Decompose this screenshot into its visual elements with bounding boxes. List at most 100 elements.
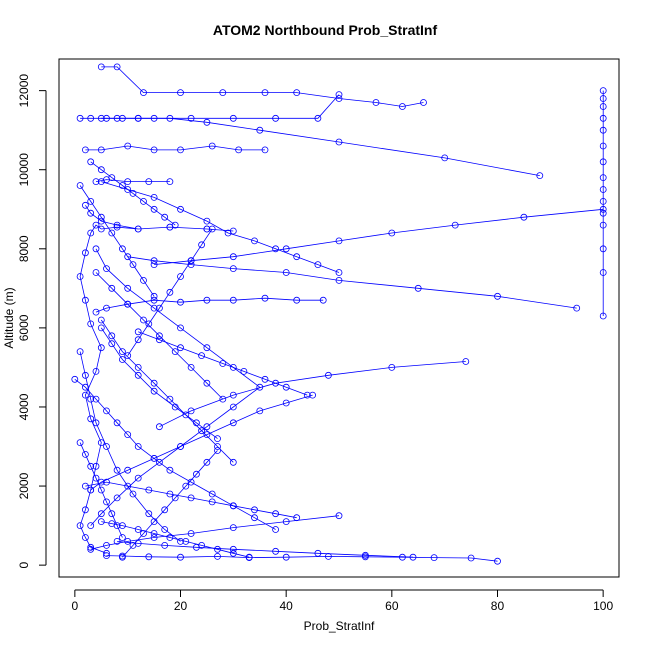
series-line [80,94,340,119]
data-point [494,292,501,300]
data-point [113,221,121,229]
data-point [335,138,343,146]
chart-title: ATOM2 Northbound Prob_StratInf [213,22,438,38]
data-point [97,63,105,71]
data-point [134,371,142,379]
data-point [240,367,248,375]
data-point [599,114,607,122]
data-point [82,296,89,304]
data-point [335,237,343,245]
series-1 [103,552,501,565]
series-line [95,179,170,183]
data-point [177,324,184,332]
series-line [90,161,176,226]
x-axis-label: Prob_StratInf [304,619,375,633]
data-point [92,474,100,482]
data-point [87,209,95,217]
series-line [79,442,123,538]
data-point [245,553,253,561]
data-point [134,540,142,547]
data-point [198,241,206,249]
series-line [106,555,498,562]
data-point [150,205,158,213]
data-point [119,522,126,529]
data-point [113,522,121,529]
series-line [74,378,276,530]
data-point [124,431,132,439]
data-point [256,126,264,134]
data-point [108,174,116,182]
series-line [85,145,265,151]
data-point [124,142,132,150]
series-line [159,361,466,428]
data-point [282,245,290,253]
data-point [87,197,95,205]
data-point [187,494,195,502]
data-point [398,103,406,110]
data-point [272,245,280,253]
data-point [224,229,232,237]
x-tick-label: 100 [593,599,613,613]
data-point [155,336,163,344]
data-point [82,534,89,541]
data-point [372,99,380,106]
data-point [187,363,195,371]
data-point [214,435,221,443]
data-point [92,269,100,276]
data-point [87,229,95,237]
data-point [314,114,322,122]
series-17 [87,512,343,553]
data-point [161,542,169,549]
y-tick-label: 12000 [17,74,31,108]
data-point [272,510,280,518]
data-point [171,221,179,229]
data-point [124,253,132,261]
data-point [108,332,116,340]
data-point [229,458,237,466]
data-point [229,524,237,531]
data-point [145,553,153,561]
data-point [92,308,100,316]
data-point [71,375,79,383]
data-point [92,395,100,403]
data-point [335,269,343,276]
data-point [103,542,110,549]
data-point [108,284,116,292]
data-point [124,466,132,474]
data-point [82,146,89,154]
data-point [140,276,147,284]
data-point [166,490,174,498]
series-11 [124,253,581,312]
series-line [100,319,234,463]
data-point [150,530,158,537]
data-point [103,407,110,415]
data-point [208,142,216,150]
data-point [203,296,211,304]
series-8 [82,142,269,154]
data-point [251,506,258,514]
data-point [187,114,195,122]
series-line [90,248,261,526]
data-point [229,114,237,122]
data-point [124,300,132,308]
data-point [119,553,126,561]
data-point [124,186,132,193]
series-22 [124,225,216,360]
series-line [138,331,308,396]
data-point [219,395,227,403]
data-point [76,182,84,189]
series-12 [150,205,607,269]
data-point [92,221,100,229]
data-point [203,225,211,233]
data-point [124,538,132,545]
series-line [154,208,604,265]
data-point [214,447,221,454]
series-25 [97,518,253,561]
data-point [536,172,544,180]
data-point [171,403,179,411]
series-27 [76,182,158,300]
y-tick-label: 4000 [17,393,31,420]
y-axis-label: Altitude (m) [2,287,16,348]
data-point [87,522,95,529]
data-point [134,363,142,371]
